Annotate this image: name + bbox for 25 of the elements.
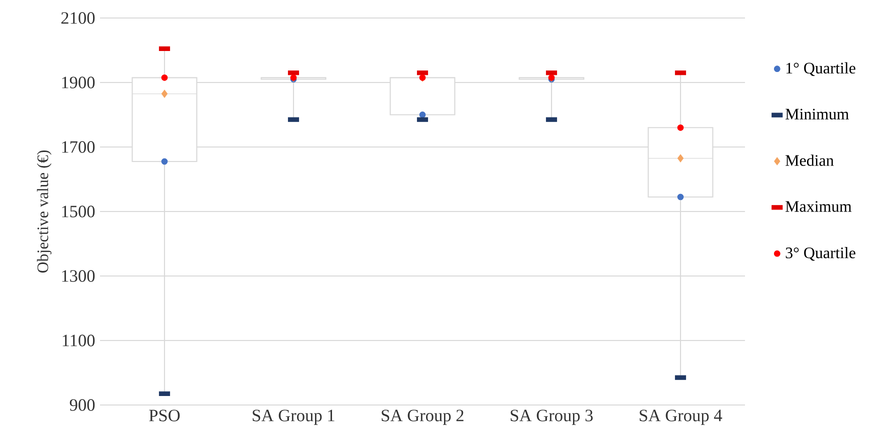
point [161, 74, 168, 81]
point [419, 112, 426, 118]
point [677, 194, 684, 200]
legend-label: Maximum [786, 201, 852, 212]
x-tick-label: PSO [149, 410, 180, 422]
x-tick-label: SA Group 1 [252, 410, 334, 425]
y-tick-label: 2100 [61, 12, 95, 24]
y-tick-label: 1700 [62, 141, 95, 153]
point [677, 154, 684, 162]
x-tick-label: SA Group 3 [510, 410, 593, 425]
legend-label: 1° Quartile [786, 62, 856, 76]
legend-label: Median [786, 154, 834, 166]
x-tick-label: SA Group 2 [382, 410, 464, 425]
point [161, 158, 168, 165]
point [677, 124, 684, 131]
y-axis-title: Objective value (€) [36, 150, 52, 273]
y-tick-label: 1900 [62, 76, 95, 88]
y-tick-label: 1500 [62, 206, 95, 218]
y-tick-label: 1300 [62, 270, 95, 282]
x-tick-label: SA Group 4 [640, 410, 722, 425]
point [161, 90, 168, 98]
legend-label: 3° Quartile [786, 247, 856, 261]
y-tick-label: 900 [70, 399, 95, 411]
y-tick-label: 1100 [62, 334, 95, 346]
legend-label: Minimum [786, 108, 849, 120]
